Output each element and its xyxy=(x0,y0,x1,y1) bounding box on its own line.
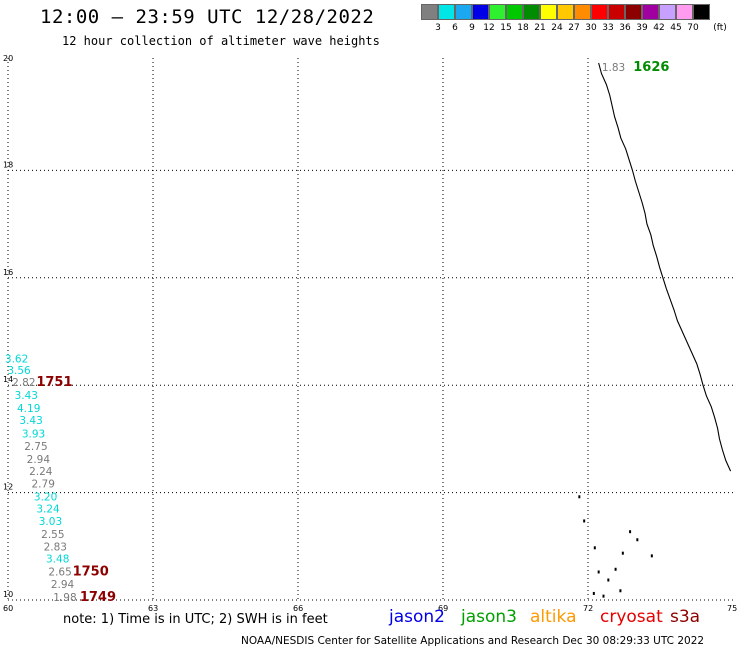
lon-tick-label: 63 xyxy=(148,604,158,613)
wave-height-value: 2.65 xyxy=(48,567,71,579)
legend-swatch xyxy=(438,4,455,20)
legend-tick-label: 27 xyxy=(568,23,580,33)
legend-swatch xyxy=(523,4,540,20)
pass-time-label: 1749 xyxy=(80,590,116,605)
wave-height-value: 3.24 xyxy=(36,504,60,516)
lat-tick-label: 20 xyxy=(3,54,13,63)
island-marker xyxy=(619,589,622,593)
legend-tick-label: 9 xyxy=(469,23,475,33)
lat-tick-label: 14 xyxy=(3,375,13,384)
legend-swatch xyxy=(693,4,710,20)
legend-swatch xyxy=(591,4,608,20)
wave-height-value: 3.43 xyxy=(15,390,38,402)
wave-height-value: 2.75 xyxy=(24,441,47,453)
map-title: 12:00 — 23:59 UTC 12/28/2022 xyxy=(40,6,375,28)
map-subtitle: 12 hour collection of altimeter wave hei… xyxy=(62,34,380,48)
satellite-cryosat: cryosat xyxy=(600,607,663,627)
wave-height-value: 1.83 xyxy=(602,62,625,74)
pass-time-label: 1750 xyxy=(73,565,109,580)
wave-height-value: 3.48 xyxy=(46,554,69,566)
island-marker xyxy=(621,551,624,555)
lat-tick-label: 10 xyxy=(3,590,13,599)
wave-height-value: 2.55 xyxy=(41,529,64,541)
footnote: note: 1) Time is in UTC; 2) SWH is in fe… xyxy=(63,612,328,627)
pass-time-label: 1751 xyxy=(36,375,72,390)
lon-tick-label: 72 xyxy=(583,604,593,613)
legend-tick-label: 21 xyxy=(534,23,546,33)
legend-tick-label: 18 xyxy=(517,23,529,33)
lon-tick-label: 60 xyxy=(3,604,13,613)
wave-height-value: 3.03 xyxy=(39,516,62,528)
legend-tick-label: 6 xyxy=(452,23,458,33)
legend-tick-label: 30 xyxy=(585,23,597,33)
island-marker xyxy=(614,567,617,571)
pass-time-label: 1626 xyxy=(633,60,669,75)
wave-height-value: 3.62 xyxy=(5,353,28,365)
wave-height-value: 3.56 xyxy=(7,365,31,377)
legend-swatch xyxy=(676,4,693,20)
legend-swatch xyxy=(472,4,489,20)
legend-tick-label: 39 xyxy=(636,23,648,33)
legend-swatch xyxy=(557,4,574,20)
lon-tick-label: 75 xyxy=(727,604,737,613)
legend-swatch xyxy=(506,4,523,20)
legend-swatch xyxy=(455,4,472,20)
wave-height-value: 2.83 xyxy=(44,541,67,553)
legend-tick-label: 12 xyxy=(483,23,495,33)
wave-height-value: 3.43 xyxy=(19,415,42,427)
island-marker xyxy=(650,554,653,558)
legend-tick-label: 70 xyxy=(687,23,699,33)
island-marker xyxy=(607,578,610,582)
wave-height-value: 1.98 xyxy=(53,592,76,604)
wave-height-value: 4.19 xyxy=(17,403,40,415)
lat-tick-label: 12 xyxy=(3,483,13,492)
lat-tick-label: 16 xyxy=(3,268,13,277)
legend-swatch xyxy=(489,4,506,20)
lat-tick-label: 18 xyxy=(3,160,13,169)
legend-swatch xyxy=(540,4,557,20)
island-marker xyxy=(636,538,639,542)
satellite-altika: altika xyxy=(530,607,577,627)
legend-swatch xyxy=(574,4,591,20)
satellite-s3a: s3a xyxy=(670,607,701,627)
legend-unit: (ft) xyxy=(713,23,727,33)
legend-swatch xyxy=(642,4,659,20)
legend-tick-label: 15 xyxy=(500,23,512,33)
wave-height-value: 2.79 xyxy=(32,478,55,490)
wave-height-value: 3.93 xyxy=(22,429,45,441)
legend-swatch xyxy=(659,4,676,20)
wave-height-value: 2.24 xyxy=(29,466,53,478)
legend-tick-label: 3 xyxy=(435,23,441,33)
credit-line: NOAA/NESDIS Center for Satellite Applica… xyxy=(241,635,705,647)
satellite-jason3: jason3 xyxy=(461,607,517,627)
legend-tick-label: 24 xyxy=(551,23,563,33)
lon-tick-label: 69 xyxy=(438,604,448,613)
wave-height-value: 3.20 xyxy=(34,491,57,503)
island-marker xyxy=(578,495,581,499)
legend-swatch xyxy=(625,4,642,20)
island-marker xyxy=(597,570,600,574)
satellite-jason2: jason2 xyxy=(389,607,445,627)
coastline xyxy=(598,62,732,472)
wave-height-value: 2.94 xyxy=(27,454,51,466)
wave-height-value: 2.82 xyxy=(12,377,35,389)
legend-swatch xyxy=(608,4,625,20)
legend-tick-label: 36 xyxy=(619,23,631,33)
island-marker xyxy=(592,591,595,595)
island-marker xyxy=(593,546,596,550)
wave-height-value: 2.94 xyxy=(51,579,75,591)
legend-tick-label: 42 xyxy=(653,23,665,33)
island-marker xyxy=(583,519,586,523)
island-marker xyxy=(629,530,632,534)
island-marker xyxy=(602,594,605,598)
legend-swatch xyxy=(421,4,438,20)
legend-tick-label: 33 xyxy=(602,23,614,33)
lon-tick-label: 66 xyxy=(293,604,303,613)
legend-tick-label: 45 xyxy=(670,23,682,33)
